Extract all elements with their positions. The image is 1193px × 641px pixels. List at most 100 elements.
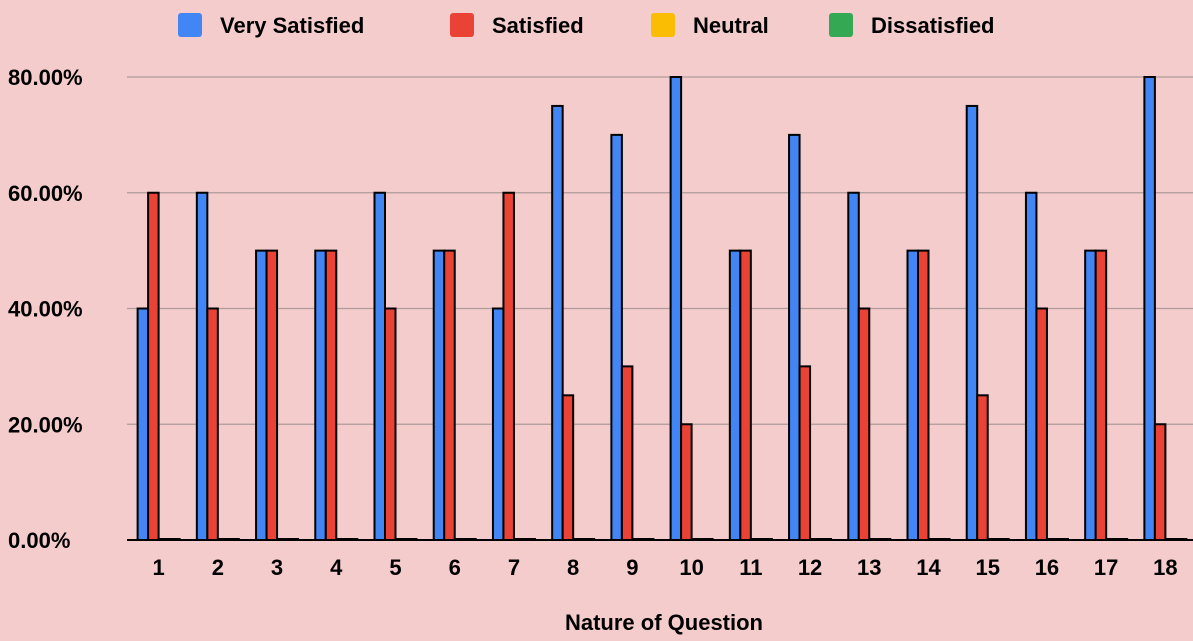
bar-q5-neutral <box>394 538 407 541</box>
bar-q16-very-satisfied <box>1024 191 1038 541</box>
x-tick-label: 2 <box>212 555 224 580</box>
y-tick-label: 80.00% <box>8 65 83 90</box>
x-tick-label: 14 <box>916 555 941 580</box>
bar-q3-dissatisfied <box>286 538 300 541</box>
y-axis-tick-labels: 0.00% 20.00% 40.00% 60.00% 80.00% <box>8 65 83 553</box>
bar-q2-very-satisfied <box>195 191 209 541</box>
bar-q15-satisfied <box>976 394 989 541</box>
bar-q7-very-satisfied <box>491 307 505 541</box>
bar-q4-satisfied <box>324 249 338 541</box>
bar-q2-dissatisfied <box>227 538 240 541</box>
legend-swatch-dissatisfied <box>829 13 853 37</box>
bar-q9-very-satisfied <box>610 133 623 541</box>
bar-q10-dissatisfied <box>701 538 714 541</box>
x-tick-label: 3 <box>271 555 283 580</box>
bar-q14-very-satisfied <box>906 249 919 541</box>
bar-q12-neutral <box>809 538 822 541</box>
legend-swatch-satisfied <box>450 13 474 37</box>
bar-q13-very-satisfied <box>847 191 860 541</box>
bar-q3-satisfied <box>265 249 279 541</box>
bar-q11-satisfied <box>739 249 752 541</box>
bar-q13-neutral <box>868 538 881 541</box>
bar-q9-dissatisfied <box>641 538 655 541</box>
bar-q18-dissatisfied <box>1174 538 1188 541</box>
bar-q4-neutral <box>335 538 348 541</box>
bar-q1-very-satisfied <box>136 307 150 541</box>
bar-q17-dissatisfied <box>1115 538 1129 541</box>
x-tick-label: 13 <box>857 555 881 580</box>
x-tick-label: 17 <box>1094 555 1118 580</box>
bar-q4-very-satisfied <box>314 249 327 541</box>
bar-q6-satisfied <box>443 249 456 541</box>
bar-q8-satisfied <box>561 394 575 541</box>
bar-q2-satisfied <box>206 307 219 541</box>
x-tick-label: 11 <box>739 555 762 580</box>
bar-q4-dissatisfied <box>345 538 359 541</box>
x-tick-label: 1 <box>152 555 164 580</box>
x-axis-tick-labels: 1 2 3 4 5 6 7 8 9 10 11 12 13 14 15 16 17 18 <box>152 555 1177 580</box>
bar-q8-neutral <box>572 538 585 541</box>
bar-q15-dissatisfied <box>997 538 1010 541</box>
bar-q15-neutral <box>986 538 1000 541</box>
bar-q8-very-satisfied <box>551 104 564 541</box>
bar-q12-dissatisfied <box>819 538 833 541</box>
x-tick-label: 16 <box>1035 555 1059 580</box>
x-tick-label: 15 <box>975 555 999 580</box>
bar-q5-satisfied <box>384 307 397 541</box>
bar-q9-satisfied <box>620 365 634 541</box>
bar-q8-dissatisfied <box>582 538 596 541</box>
bar-q18-satisfied <box>1153 423 1167 541</box>
legend-swatch-very-satisfied <box>178 13 202 37</box>
bar-q3-neutral <box>276 538 289 541</box>
x-tick-label: 4 <box>330 555 343 580</box>
bar-q18-neutral <box>1164 538 1177 541</box>
bar-q13-satisfied <box>857 307 871 541</box>
bar-q18-very-satisfied <box>1143 76 1156 541</box>
bar-q10-very-satisfied <box>669 76 683 541</box>
x-axis-title: Nature of Question <box>565 610 763 635</box>
x-tick-label: 6 <box>449 555 461 580</box>
legend-label-very-satisfied: Very Satisfied <box>220 13 364 38</box>
bar-q17-neutral <box>1105 538 1118 541</box>
y-tick-label: 0.00% <box>8 528 70 553</box>
bar-q14-dissatisfied <box>938 538 951 541</box>
bar-q17-satisfied <box>1094 249 1108 541</box>
bar-q11-dissatisfied <box>760 538 773 541</box>
legend-label-neutral: Neutral <box>693 13 769 38</box>
bar-q9-neutral <box>631 538 644 541</box>
bar-q14-satisfied <box>917 249 930 541</box>
bar-q1-dissatisfied <box>168 538 181 541</box>
legend-swatch-neutral <box>651 13 675 37</box>
bar-q6-dissatisfied <box>464 538 477 541</box>
bar-q6-very-satisfied <box>432 249 446 541</box>
bar-q16-satisfied <box>1035 307 1048 541</box>
bar-q12-very-satisfied <box>788 133 801 541</box>
bar-q10-neutral <box>690 538 704 541</box>
bar-q5-very-satisfied <box>373 191 386 541</box>
legend: Very Satisfied Satisfied Neutral Dissatisfi… <box>178 13 995 38</box>
y-tick-label: 60.00% <box>8 181 83 206</box>
bar-q11-very-satisfied <box>728 249 742 541</box>
legend-label-satisfied: Satisfied <box>492 13 584 38</box>
bars <box>136 76 1188 541</box>
y-tick-label: 20.00% <box>8 412 83 437</box>
x-tick-label: 7 <box>508 555 520 580</box>
bar-q10-satisfied <box>680 423 693 541</box>
bar-q15-very-satisfied <box>965 104 979 541</box>
bar-q14-neutral <box>927 538 940 541</box>
x-tick-label: 9 <box>626 555 638 580</box>
bar-q17-very-satisfied <box>1084 249 1097 541</box>
y-tick-label: 40.00% <box>8 297 83 322</box>
gridlines <box>127 76 1193 541</box>
bar-q1-neutral <box>157 538 171 541</box>
bar-q7-neutral <box>512 538 526 541</box>
x-tick-label: 5 <box>389 555 401 580</box>
x-tick-label: 12 <box>798 555 822 580</box>
x-tick-label: 8 <box>567 555 579 580</box>
bar-q3-very-satisfied <box>255 249 268 541</box>
bar-q7-dissatisfied <box>523 538 536 541</box>
bar-q12-satisfied <box>798 365 812 541</box>
bar-q16-dissatisfied <box>1056 538 1069 541</box>
bar-q7-satisfied <box>502 191 515 541</box>
